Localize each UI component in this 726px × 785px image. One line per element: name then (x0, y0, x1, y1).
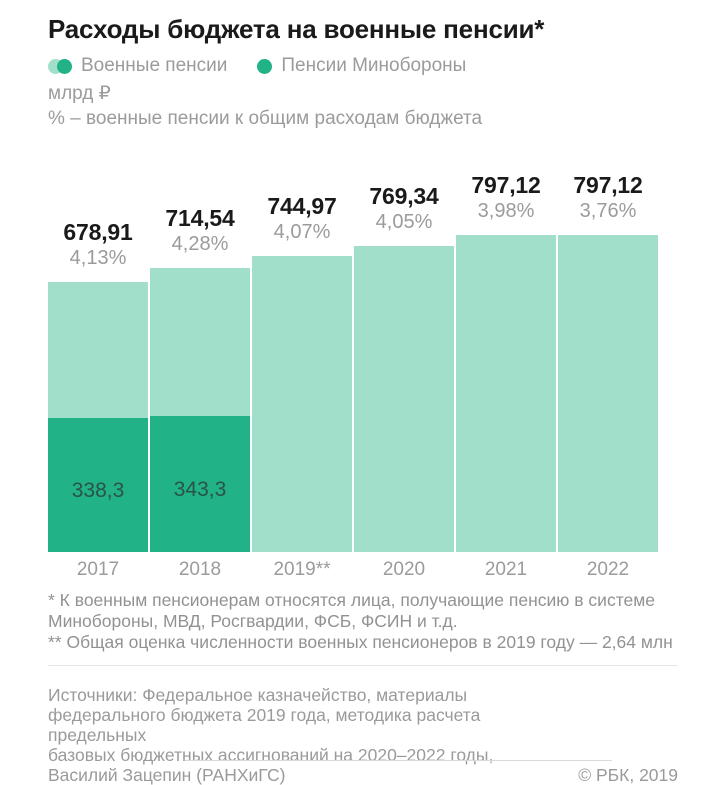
bar-value-label: 714,54 (165, 204, 235, 231)
bar-value-label: 769,34 (369, 183, 439, 209)
sources-row: Источники: Федеральное казначейство, мат… (48, 685, 678, 785)
bar-segment-total (456, 235, 556, 552)
year-label: 2019** (273, 559, 331, 580)
bar-column-2018: 343,3 714,54 4,28% (150, 162, 250, 552)
circle-icon (257, 58, 273, 74)
x-axis-labels: 2017 2018 2019** 2020 2021 2022 (48, 559, 658, 581)
sources-text: Источники: Федеральное казначейство, мат… (48, 685, 494, 785)
bar-value-label: 797,12 (573, 172, 643, 198)
page-title: Расходы бюджета на военные пенсии* (48, 14, 545, 44)
infographic-page: Расходы бюджета на военные пенсии* Военн… (48, 14, 678, 785)
legend: Военные пенсии Пенсии Минобороны (48, 55, 678, 77)
inner-value-label: 343,3 (173, 478, 227, 502)
bar-percent-label: 4,13% (69, 247, 127, 269)
bar-column-2017: 338,3 678,91 4,13% (48, 162, 148, 552)
bar-segment-total (558, 235, 658, 552)
legend-item-military-pensions: Военные пенсии (48, 55, 227, 77)
year-label: 2021 (484, 559, 528, 580)
bar-labels: 678,91 4,13% (38, 219, 158, 269)
bar-segment-mod: 343,3 (150, 415, 250, 552)
bar-labels: 797,12 3,76% (548, 172, 668, 222)
bar-percent-label: 4,28% (171, 232, 229, 255)
bar-value-label: 744,97 (267, 192, 337, 219)
units-label: млрд ₽ (48, 83, 111, 104)
year-label: 2020 (382, 559, 426, 580)
year-label: 2018 (178, 559, 222, 580)
year-label: 2017 (76, 559, 120, 580)
bar-labels: 769,34 4,05% (344, 183, 464, 233)
bar-segment-total (354, 246, 454, 552)
percent-note: % – военные пенсии к общим расходам бюдж… (48, 108, 483, 129)
legend-label-mod-pensions: Пенсии Минобороны (281, 55, 467, 76)
bar-labels: 714,54 4,28% (140, 205, 260, 255)
bar-percent-label: 4,05% (375, 211, 433, 233)
bar-labels: 744,97 4,07% (242, 193, 362, 243)
inner-value-label: 338,3 (71, 479, 125, 503)
footnotes: * К военным пенсионерам относятся лица, … (48, 590, 673, 652)
bar-percent-label: 3,76% (579, 200, 637, 222)
bar-column-2022: 797,12 3,76% (558, 162, 658, 552)
dark-circle-icon (57, 58, 72, 74)
bar-column-2020: 769,34 4,05% (354, 162, 454, 552)
bar-percent-label: 3,98% (477, 200, 535, 222)
bar-labels: 797,12 3,98% (446, 172, 566, 222)
bar-value-label: 678,91 (63, 219, 133, 245)
bar-percent-label: 4,07% (273, 220, 331, 243)
bar-value-label: 797,12 (471, 172, 541, 198)
year-label: 2022 (586, 559, 630, 580)
legend-label-military-pensions: Военные пенсии (81, 55, 228, 76)
bar-chart: 338,3 678,91 4,13% 343,3 714,54 4,28% 744,97 4,… (48, 162, 658, 552)
copyright: © РБК, 2019 (578, 765, 678, 785)
bar-segment-total (252, 255, 352, 552)
legend-item-mod-pensions: Пенсии Минобороны (257, 55, 466, 77)
bar-column-2021: 797,12 3,98% (456, 162, 556, 552)
double-circle-icon (48, 58, 72, 74)
divider (48, 665, 678, 666)
bar-column-2019: 744,97 4,07% (252, 162, 352, 552)
bar-segment-mod: 338,3 (48, 417, 148, 552)
